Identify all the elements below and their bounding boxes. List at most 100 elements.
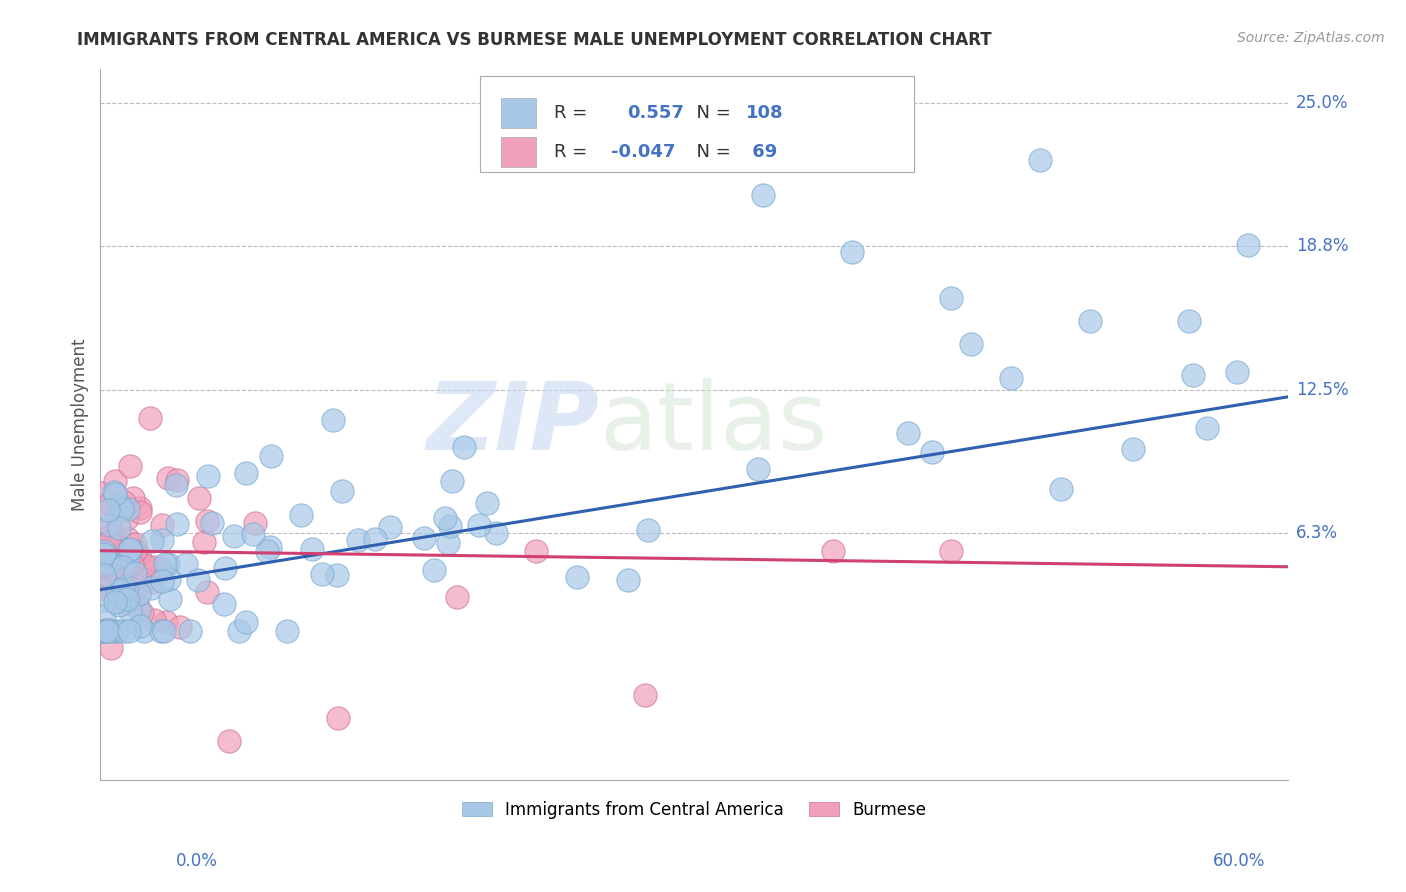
Point (153, 557, 176, 571)
Y-axis label: Male Unemployment: Male Unemployment (72, 338, 89, 510)
Point (1182, 368, 1205, 383)
Point (330, 483, 353, 498)
Point (118, 542, 141, 557)
Point (155, 615, 177, 629)
Point (169, 620, 191, 634)
Point (117, 624, 139, 638)
Point (96, 624, 118, 638)
Point (941, 543, 963, 558)
Point (475, 496, 498, 510)
Point (141, 581, 163, 595)
Point (93, 608, 115, 623)
Point (437, 536, 460, 550)
Point (347, 533, 370, 547)
Point (143, 613, 166, 627)
Point (125, 582, 148, 597)
Point (103, 485, 125, 500)
Point (197, 584, 219, 599)
Point (98, 518, 121, 533)
Point (152, 624, 174, 638)
Point (117, 575, 139, 590)
Point (104, 487, 127, 501)
Text: N =: N = (685, 104, 730, 122)
Point (322, 412, 344, 426)
Point (91, 558, 114, 573)
Point (94, 511, 117, 525)
Point (97, 557, 120, 571)
Point (218, 734, 240, 748)
Point (131, 606, 153, 620)
Point (152, 533, 174, 548)
Point (139, 410, 162, 425)
Point (326, 711, 349, 725)
FancyBboxPatch shape (481, 76, 914, 172)
Point (114, 624, 136, 638)
Point (157, 470, 180, 484)
Point (98, 624, 121, 638)
Point (960, 337, 983, 351)
Point (105, 624, 128, 638)
Point (1029, 153, 1052, 168)
Point (150, 574, 173, 588)
Point (128, 619, 150, 633)
Point (446, 590, 468, 604)
Point (98, 570, 121, 584)
Point (276, 624, 298, 638)
Point (1178, 314, 1201, 328)
Text: N =: N = (685, 143, 730, 161)
Point (897, 426, 920, 441)
Text: 108: 108 (747, 104, 785, 122)
Point (93, 578, 115, 592)
Point (149, 624, 172, 638)
Point (132, 572, 155, 586)
Point (114, 582, 136, 597)
Point (157, 558, 180, 572)
Point (941, 291, 963, 305)
Point (100, 640, 122, 655)
Point (107, 586, 129, 600)
Point (214, 561, 236, 575)
Point (104, 474, 127, 488)
Point (413, 531, 436, 545)
Point (91, 557, 114, 571)
Point (1050, 483, 1073, 497)
Point (143, 559, 166, 574)
Point (120, 582, 142, 596)
Point (152, 517, 174, 532)
Point (120, 604, 142, 618)
Point (149, 562, 172, 576)
Point (117, 590, 139, 604)
Point (142, 575, 165, 590)
Point (111, 581, 134, 595)
Point (93, 543, 115, 558)
Point (752, 187, 775, 202)
Point (129, 501, 152, 516)
Text: 18.8%: 18.8% (1296, 237, 1348, 255)
Point (242, 527, 264, 541)
Text: R =: R = (554, 104, 599, 122)
Point (747, 461, 769, 475)
Text: 6.3%: 6.3% (1296, 524, 1339, 542)
Point (93, 624, 115, 638)
Point (91, 550, 114, 565)
Point (114, 543, 136, 558)
Point (1122, 442, 1144, 456)
Point (1078, 314, 1101, 328)
Text: atlas: atlas (599, 378, 827, 470)
Point (141, 534, 163, 549)
Point (134, 624, 156, 638)
Point (104, 595, 127, 609)
Point (1000, 371, 1022, 385)
Point (105, 584, 128, 599)
Point (94, 536, 117, 550)
Point (118, 543, 141, 558)
Point (110, 588, 132, 602)
Point (117, 549, 139, 564)
Point (128, 505, 150, 519)
Point (311, 567, 333, 582)
Point (1195, 421, 1218, 435)
Point (117, 591, 139, 606)
Point (222, 529, 245, 543)
Point (524, 543, 547, 558)
Text: 12.5%: 12.5% (1296, 381, 1348, 399)
